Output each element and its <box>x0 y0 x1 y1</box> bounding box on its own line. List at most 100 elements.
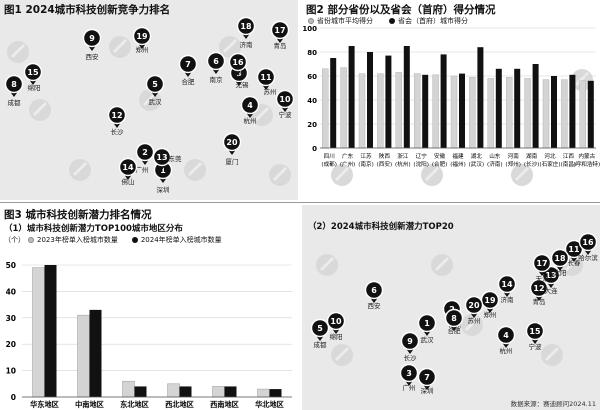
bar-province-average <box>505 76 513 149</box>
x-tick-label: (郑州) <box>505 160 521 168</box>
fig2-title: 图2 部分省份以及省会（首府）得分情况 <box>306 4 496 16</box>
watermark-logo <box>7 41 29 63</box>
y-tick-label: 20 <box>307 121 317 129</box>
legend-swatch-light <box>308 18 314 24</box>
city-rank: 15 <box>529 327 541 336</box>
bar-capital-score <box>459 73 465 148</box>
y-tick-label: 80 <box>307 49 317 57</box>
competitiveness-map: 1深圳2广州3无锡4杭州5武汉6南京7合肥8成都9西安10宁波11苏州12长沙1… <box>4 16 295 194</box>
city-marker: 19 郑州 <box>480 290 500 319</box>
city-marker: 15 宁波 <box>525 321 545 351</box>
x-tick-label: (西安) <box>377 160 393 168</box>
watermark-logo <box>541 344 563 366</box>
y-tick-label: 20 <box>6 340 16 349</box>
city-name: 宁波 <box>279 110 293 119</box>
bar-capital-score <box>569 74 576 148</box>
panel-divider <box>0 202 600 203</box>
x-tick-label: 辽宁 <box>416 152 428 160</box>
x-tick-label: 内蒙古 <box>578 152 595 160</box>
bar-2024-count <box>269 389 282 397</box>
y-tick-label: 50 <box>6 261 16 270</box>
city-name: 长沙 <box>111 127 125 136</box>
city-marker: 12 青岛 <box>529 278 549 306</box>
city-rank: 14 <box>501 280 513 289</box>
city-marker: 10 绵阳 <box>326 311 346 341</box>
bar-capital-score <box>403 46 410 148</box>
city-name: 苏州 <box>264 87 277 96</box>
regional-distribution-chart: 0 10 20 30 40 50 华东地区 中南地区 东北地区 西北地区 西南地区 华北地区 <box>6 261 292 409</box>
city-rank: 11 <box>568 245 580 254</box>
bar-province-average <box>524 78 531 149</box>
bar-capital-score <box>385 55 392 148</box>
city-rank: 6 <box>371 286 377 295</box>
bar-province-average <box>487 78 495 149</box>
city-name: 郑州 <box>136 46 149 54</box>
bar-capital-score <box>514 68 521 148</box>
city-rank: 1 <box>424 319 430 328</box>
x-tick-label: 河北 <box>544 152 556 160</box>
x-tick-label: (呼和浩特) <box>573 160 600 168</box>
city-marker: 7 深圳 <box>417 367 437 395</box>
bar-2024-count <box>44 265 57 397</box>
city-name: 绵阳 <box>330 332 343 341</box>
city-rank: 8 <box>11 80 17 89</box>
bar-capital-score <box>422 74 429 148</box>
watermark-logo <box>184 159 206 181</box>
watermark-logo <box>421 164 443 186</box>
city-name: 武汉 <box>149 97 163 106</box>
city-marker: 9 西安 <box>82 28 102 61</box>
legend-swatch-light <box>28 237 34 243</box>
bar-capital-score <box>551 76 557 148</box>
city-rank: 10 <box>279 95 291 104</box>
legend-dark-label: 2024年榜单入榜城市数量 <box>140 236 222 244</box>
city-marker: 17 青岛 <box>270 20 290 50</box>
city-name: 深圳 <box>421 386 434 395</box>
city-marker: 4 杭州 <box>496 325 516 355</box>
x-tick-label: 江西 <box>563 153 575 160</box>
x-tick-label: (合肥) <box>432 160 448 168</box>
fig1-title: 图1 2024城市科技创新竞争力排名 <box>4 4 171 16</box>
city-name: 青岛 <box>274 41 287 50</box>
city-marker: 11 苏州 <box>256 67 277 96</box>
watermark-logo <box>219 36 241 58</box>
bar-province-average <box>358 73 366 149</box>
city-name: 大连 <box>545 286 559 295</box>
data-source: 数据来源：赛迪顾问2024.11 <box>510 400 596 408</box>
bar-capital-score <box>587 80 594 148</box>
city-rank: 4 <box>503 331 509 340</box>
city-marker: 20 苏州 <box>464 295 484 325</box>
city-name: 常州 <box>234 69 247 78</box>
city-name: 无锡 <box>236 80 250 89</box>
city-rank: 18 <box>554 254 566 263</box>
fig3-legend: （个） 2023年榜单入榜城市数量 2024年榜单入榜城市数量 <box>4 235 222 245</box>
x-tick-label: 安徽 <box>434 152 446 160</box>
city-rank: 1 <box>160 166 166 175</box>
city-name: 成都 <box>8 98 22 107</box>
x-tick-label: (南京) <box>358 160 374 168</box>
bar-2024-count <box>134 386 147 397</box>
city-name: 天津 <box>536 275 550 283</box>
city-rank: 9 <box>89 34 95 43</box>
x-tick-label: 浙江 <box>397 152 409 160</box>
city-rank: 7 <box>424 373 430 382</box>
x-tick-label: (石家庄) <box>539 160 560 168</box>
city-rank: 18 <box>240 22 252 31</box>
city-rank: 2 <box>142 148 148 157</box>
bar-2023-count <box>122 380 135 398</box>
bar-2023-count <box>257 388 270 398</box>
bar-capital-score <box>367 52 373 148</box>
city-marker: 11 长春 <box>564 239 584 267</box>
x-tick-label: 广东 <box>342 152 354 160</box>
bar-capital-score <box>348 46 355 148</box>
city-name: 沈阳 <box>554 268 567 277</box>
x-tick-label: 西北地区 <box>165 400 194 409</box>
city-rank: 17 <box>274 26 285 35</box>
y-tick-label: 100 <box>302 25 317 33</box>
city-marker: 16 常州 <box>228 52 248 78</box>
city-rank: 5 <box>152 80 158 89</box>
city-name: 佛山 <box>122 177 135 186</box>
watermark-logo <box>331 164 353 186</box>
city-name: 武汉 <box>421 335 435 344</box>
city-marker: 1 武汉 <box>417 313 437 344</box>
city-rank: 5 <box>317 324 323 333</box>
